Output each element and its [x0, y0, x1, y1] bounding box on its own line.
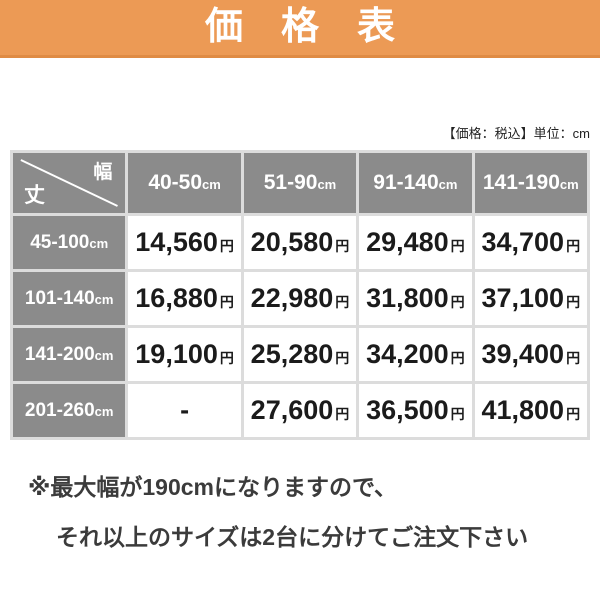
price-cell: 22,980 円	[243, 272, 357, 325]
price-cell: 31,800 円	[359, 272, 472, 325]
price-cell: 39,400 円	[474, 328, 587, 381]
price-cell: 19,100 円	[128, 328, 241, 381]
price-cell: 14,560 円	[128, 216, 241, 269]
price-cell: 37,100 円	[474, 272, 587, 325]
row-header: 201-260cm	[13, 384, 126, 437]
price-cell: 36,500 円	[359, 384, 472, 437]
axis-corner-cell: 幅 丈	[13, 153, 126, 213]
price-cell: 25,280 円	[243, 328, 357, 381]
row-header: 141-200cm	[13, 328, 126, 381]
price-table-body: 45-100cm 14,560 円 20,580 円 29,480 円 34,700 円 101-…	[13, 216, 587, 437]
width-axis-label: 幅	[93, 162, 113, 183]
price-cell: -	[128, 384, 241, 437]
diagonal-line	[20, 159, 118, 207]
row-header: 45-100cm	[13, 216, 126, 269]
footnote-line-2: それ以上のサイズは2台に分けてご注文下さい	[56, 524, 529, 550]
tax-unit-note: 【価格：税込】単位：cm	[442, 126, 590, 141]
table-row: 201-260cm -27,600 円 36,500 円 41,800 円	[13, 384, 587, 437]
column-header: 91-140cm	[359, 153, 472, 213]
footnote-line-1: ※最大幅が190cmになりますので、	[28, 474, 398, 500]
price-cell: 34,200 円	[359, 328, 472, 381]
column-header: 141-190cm	[474, 153, 587, 213]
title-banner: 価 格 表	[0, 0, 600, 58]
page-title: 価 格 表	[204, 6, 395, 48]
table-row: 101-140cm 16,880 円 22,980 円 31,800 円 37,100 円	[13, 272, 587, 325]
price-table-head: 幅 丈 40-50cm 51-90cm 91-140cm 141-190cm	[13, 153, 587, 213]
footnote: ※最大幅が190cmになりますので、 それ以上のサイズは2台に分けてご注文下さい	[0, 472, 600, 552]
price-cell: 16,880 円	[128, 272, 241, 325]
height-axis-label: 丈	[24, 184, 45, 207]
column-header: 40-50cm	[128, 153, 241, 213]
price-cell: 34,700 円	[474, 216, 587, 269]
price-cell: 27,600 円	[243, 384, 357, 437]
column-header: 51-90cm	[243, 153, 357, 213]
price-cell: 20,580 円	[243, 216, 357, 269]
price-table: 幅 丈 40-50cm 51-90cm 91-140cm 141-190cm 45-1…	[10, 150, 590, 440]
price-cell: 41,800 円	[474, 384, 587, 437]
table-row: 141-200cm 19,100 円 25,280 円 34,200 円 39,400 円	[13, 328, 587, 381]
header-row: 幅 丈 40-50cm 51-90cm 91-140cm 141-190cm	[13, 153, 587, 213]
table-row: 45-100cm 14,560 円 20,580 円 29,480 円 34,700 円	[13, 216, 587, 269]
price-cell: 29,480 円	[359, 216, 472, 269]
row-header: 101-140cm	[13, 272, 126, 325]
